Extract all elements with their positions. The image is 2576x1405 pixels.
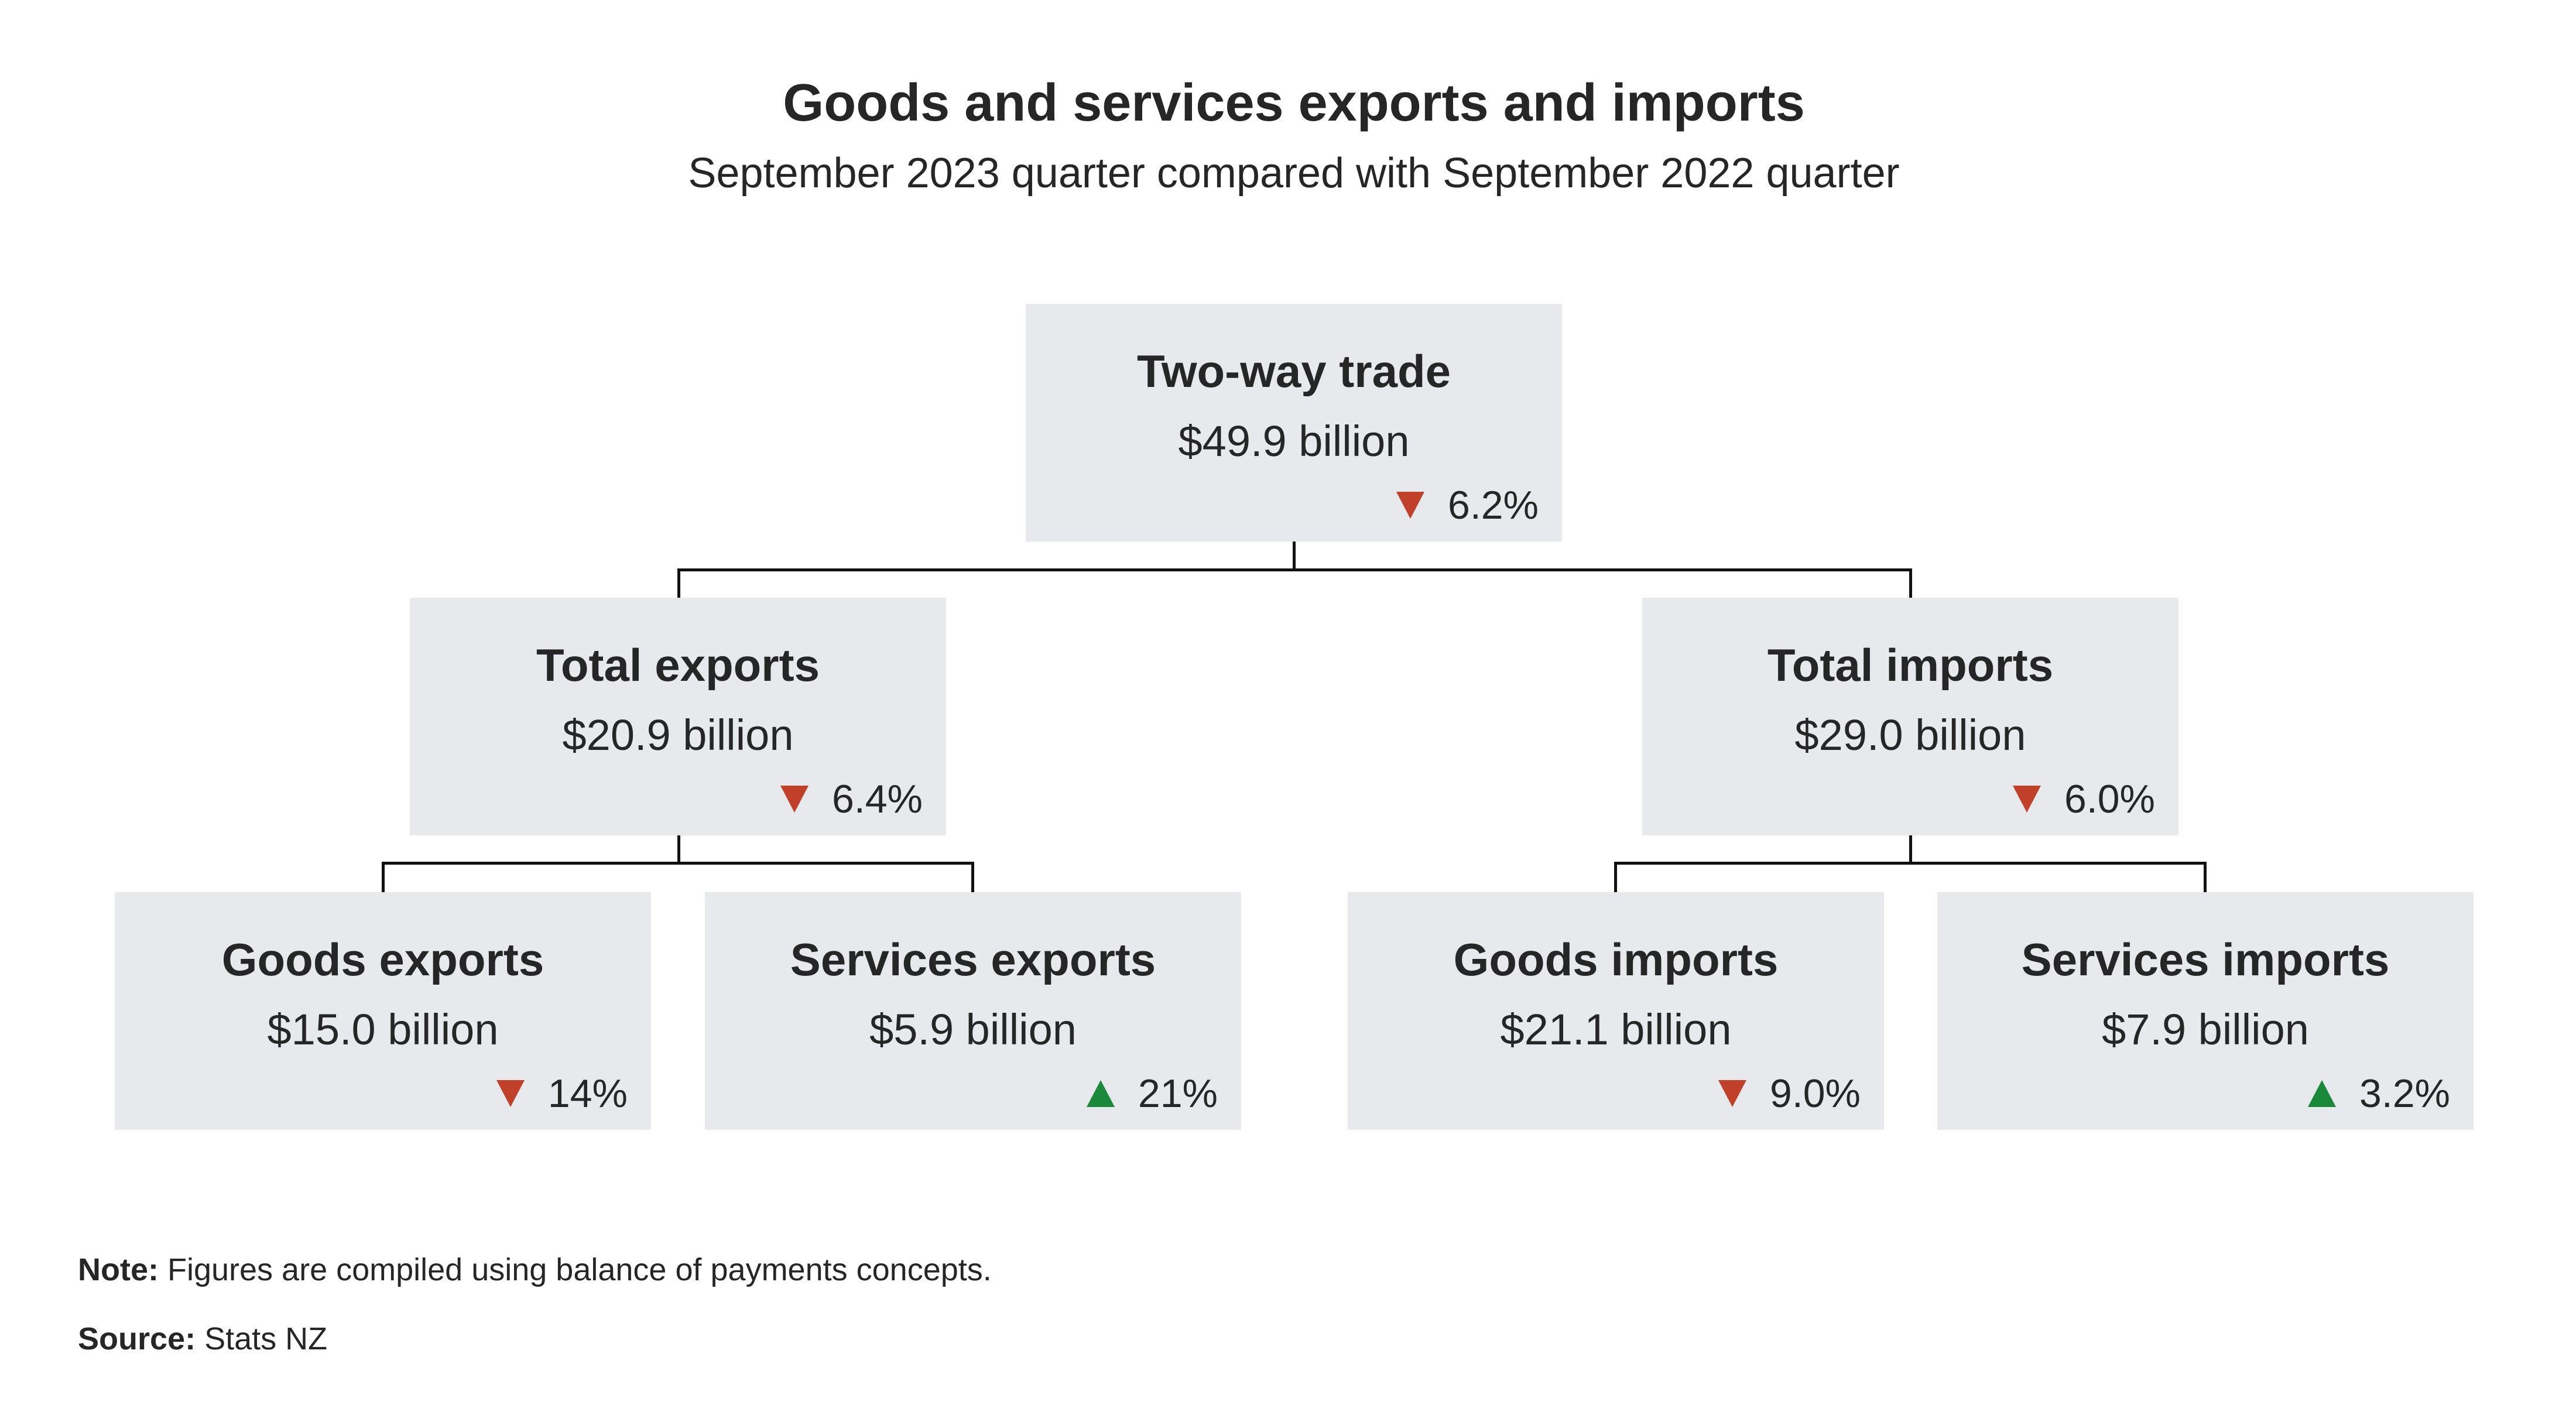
connector	[382, 862, 385, 893]
source-text: Stats NZ	[196, 1321, 328, 1356]
down-triangle-icon	[780, 786, 809, 813]
node-change: 6.4%	[780, 776, 923, 822]
connector	[677, 568, 1912, 571]
node-value: $7.9 billion	[2102, 1005, 2309, 1054]
connector	[1614, 862, 2207, 865]
source-label: Source:	[78, 1321, 196, 1356]
node-label: Goods imports	[1453, 934, 1779, 985]
node-services-exports: Services exports $5.9 billion 21%	[705, 892, 1241, 1130]
note-text: Figures are compiled using balance of pa…	[158, 1252, 992, 1287]
change-value: 14%	[547, 1071, 628, 1116]
down-triangle-icon	[496, 1080, 525, 1107]
source: Source: Stats NZ	[78, 1321, 327, 1357]
node-total-exports: Total exports $20.9 billion 6.4%	[410, 598, 946, 835]
node-change: 6.2%	[1396, 482, 1539, 528]
node-change: 21%	[1086, 1071, 1218, 1116]
node-change: 3.2%	[2308, 1071, 2450, 1116]
node-goods-exports: Goods exports $15.0 billion 14%	[115, 892, 651, 1130]
connector	[1614, 862, 1617, 893]
connector	[677, 835, 680, 863]
up-triangle-icon	[1086, 1080, 1115, 1107]
node-label: Total exports	[536, 639, 820, 691]
node-label: Services exports	[790, 934, 1156, 985]
node-label: Services imports	[2021, 934, 2390, 985]
node-change: 6.0%	[2013, 776, 2155, 822]
node-services-imports: Services imports $7.9 billion 3.2%	[1937, 892, 2474, 1130]
node-change: 14%	[496, 1071, 628, 1116]
change-value: 3.2%	[2359, 1071, 2450, 1116]
down-triangle-icon	[1396, 492, 1424, 519]
node-value: $20.9 billion	[562, 711, 794, 759]
node-goods-imports: Goods imports $21.1 billion 9.0%	[1348, 892, 1884, 1130]
change-value: 9.0%	[1770, 1071, 1861, 1116]
node-total-imports: Total imports $29.0 billion 6.0%	[1642, 598, 2178, 835]
connector	[971, 862, 974, 893]
change-value: 6.4%	[832, 777, 923, 821]
connector	[2204, 862, 2207, 893]
node-change: 9.0%	[1718, 1071, 1861, 1116]
chart-subtitle: September 2023 quarter compared with Sep…	[688, 150, 1900, 197]
node-value: $49.9 billion	[1178, 417, 1410, 465]
node-two-way-trade: Two-way trade $49.9 billion 6.2%	[1026, 304, 1562, 542]
footnote: Note: Figures are compiled using balance…	[78, 1252, 992, 1288]
node-label: Total imports	[1767, 639, 2054, 691]
chart-title: Goods and services exports and imports	[783, 74, 1805, 132]
node-label: Goods exports	[221, 934, 544, 985]
node-value: $29.0 billion	[1794, 711, 2026, 759]
connector	[677, 568, 680, 599]
connector	[382, 862, 974, 865]
connector	[1909, 835, 1912, 863]
down-triangle-icon	[1718, 1080, 1746, 1107]
note-label: Note:	[78, 1252, 159, 1287]
change-value: 6.0%	[2064, 777, 2155, 821]
node-value: $15.0 billion	[267, 1005, 499, 1054]
change-value: 21%	[1138, 1071, 1218, 1116]
up-triangle-icon	[2308, 1080, 2336, 1107]
node-value: $5.9 billion	[869, 1005, 1077, 1054]
change-value: 6.2%	[1448, 483, 1539, 527]
connector	[1909, 568, 1912, 599]
node-label: Two-way trade	[1137, 345, 1451, 397]
node-value: $21.1 billion	[1500, 1005, 1732, 1054]
down-triangle-icon	[2013, 786, 2041, 813]
connector	[1293, 542, 1296, 571]
